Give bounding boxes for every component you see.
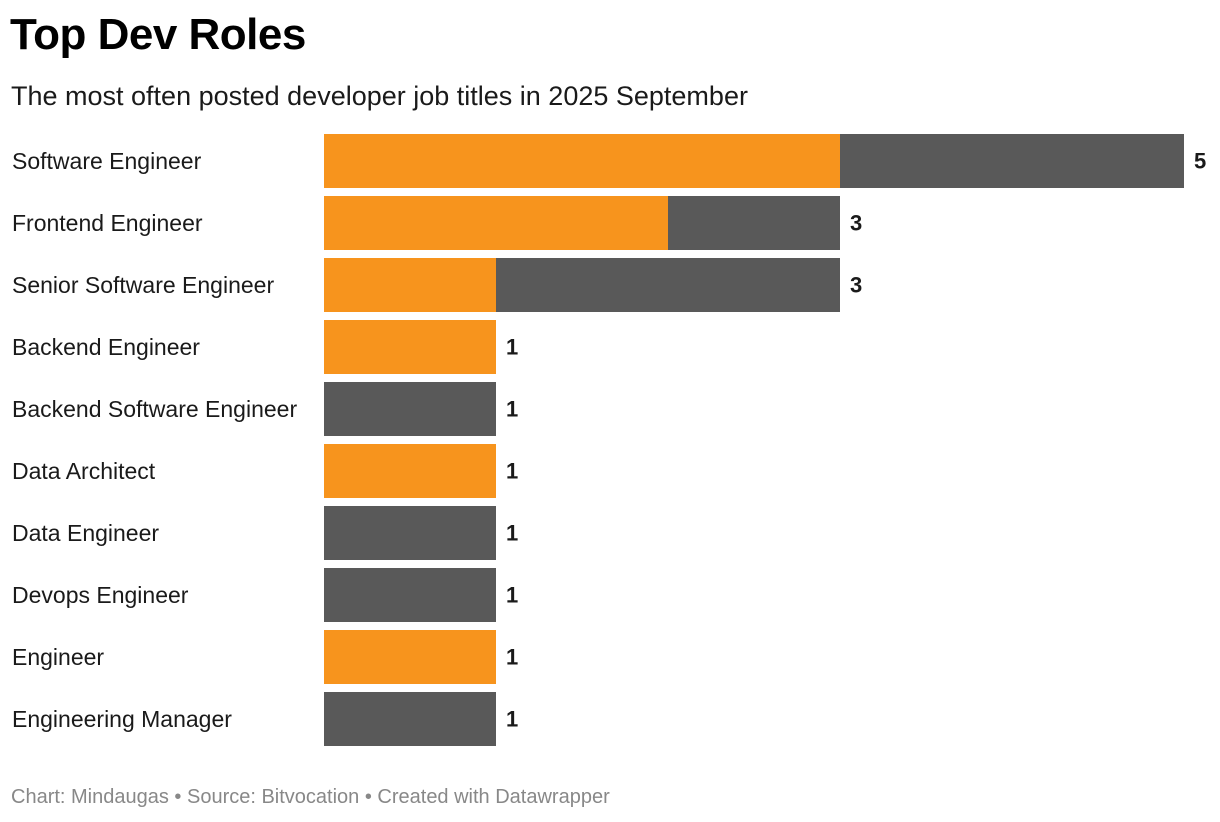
bar-segment-gray (324, 506, 496, 560)
value-label: 1 (506, 397, 518, 422)
category-label: Data Architect (12, 458, 156, 484)
value-label: 1 (506, 459, 518, 484)
bar-row: Engineering Manager 1 (12, 692, 518, 746)
category-label: Engineering Manager (12, 706, 232, 732)
category-label: Backend Engineer (12, 334, 200, 360)
bar-row: Senior Software Engineer 3 (12, 258, 862, 312)
category-label: Senior Software Engineer (12, 272, 274, 298)
bar-segment-gray (840, 134, 1184, 188)
bar-row: Engineer 1 (12, 630, 518, 684)
bar-segment-orange (324, 630, 496, 684)
category-label: Devops Engineer (12, 582, 189, 608)
bar-segment-gray (496, 258, 840, 312)
bar-row: Backend Software Engineer 1 (12, 382, 518, 436)
bar-segment-gray (324, 382, 496, 436)
category-label: Backend Software Engineer (12, 396, 297, 422)
bar-row: Software Engineer 5 (12, 134, 1206, 188)
value-label: 5 (1194, 149, 1206, 174)
bar-segment-orange (324, 320, 496, 374)
bar-segment-gray (324, 568, 496, 622)
chart-subtitle: The most often posted developer job titl… (11, 81, 748, 111)
value-label: 1 (506, 583, 518, 608)
bar-row: Devops Engineer 1 (12, 568, 518, 622)
value-label: 1 (506, 707, 518, 732)
bar-segment-orange (324, 258, 496, 312)
bar-segment-orange (324, 134, 840, 188)
chart-footer: Chart: Mindaugas • Source: Bitvocation •… (11, 786, 610, 808)
value-label: 3 (850, 211, 862, 236)
value-label: 1 (506, 521, 518, 546)
bar-segment-gray (324, 692, 496, 746)
bar-row: Data Engineer 1 (12, 506, 518, 560)
category-label: Software Engineer (12, 148, 202, 174)
category-label: Engineer (12, 644, 104, 670)
value-label: 1 (506, 335, 518, 360)
bar-row: Frontend Engineer 3 (12, 196, 862, 250)
bar-segment-gray (668, 196, 840, 250)
category-label: Frontend Engineer (12, 210, 203, 236)
bar-row: Backend Engineer 1 (12, 320, 518, 374)
value-label: 1 (506, 645, 518, 670)
bar-segment-orange (324, 444, 496, 498)
value-label: 3 (850, 273, 862, 298)
category-label: Data Engineer (12, 520, 159, 546)
chart-title: Top Dev Roles (10, 10, 306, 59)
bar-row: Data Architect 1 (12, 444, 518, 498)
bar-segment-orange (324, 196, 668, 250)
